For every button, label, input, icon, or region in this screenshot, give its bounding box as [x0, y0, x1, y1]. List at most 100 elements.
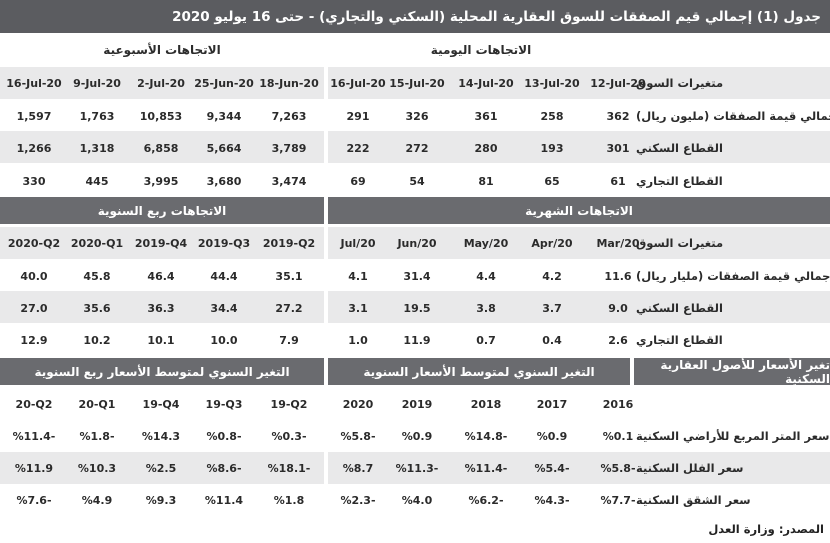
col-header: 16-Jul-20	[330, 76, 386, 90]
table-cell: 326	[405, 109, 429, 123]
table-cell: %11.4-	[464, 461, 508, 475]
annual-price-change-header: التغير السنوي لمتوسط الأسعار السنوية	[328, 358, 630, 385]
col-header: 19-Q2	[270, 397, 308, 411]
table-cell: 27.0	[20, 301, 48, 315]
table-cell: %2.5	[145, 461, 177, 475]
table-cell: 34.4	[210, 301, 238, 315]
table-cell: 280	[474, 141, 498, 155]
table-cell: %9.3	[145, 493, 177, 507]
table-cell: 193	[540, 141, 564, 155]
table-cell: 36.3	[147, 301, 175, 315]
row-label: سعر الشقق السكنية	[636, 493, 751, 507]
table-cell: 11.6	[604, 269, 632, 283]
table-cell: 69	[350, 174, 366, 188]
table-cell: 3.7	[542, 301, 562, 315]
table-cell: 3,995	[143, 174, 179, 188]
table-cell: 27.2	[275, 301, 303, 315]
table-cell: %7.7-	[600, 493, 636, 507]
monthly-trends-header: الاتجاهات الشهرية	[328, 197, 830, 224]
table-cell: 3,789	[271, 141, 307, 155]
table-cell: %0.9	[401, 429, 433, 443]
table-cell: %8.7	[342, 461, 374, 475]
col-header: 12-Jul-20	[590, 76, 646, 90]
table-cell: 46.4	[147, 269, 175, 283]
table-cell: 10.0	[210, 333, 238, 347]
weekly-trends-header: الاتجاهات الأسبوعية	[0, 36, 324, 64]
col-header: 19-Q4	[142, 397, 180, 411]
table-cell: 361	[474, 109, 498, 123]
table-cell: 0.7	[476, 333, 496, 347]
col-header: Jul/20	[340, 236, 376, 250]
col-header: 2020	[342, 397, 374, 411]
table-cell: 45.8	[83, 269, 111, 283]
col-header: Mar/20	[596, 236, 640, 250]
col-header: 20-Q2	[15, 397, 53, 411]
table-cell: 3,680	[206, 174, 242, 188]
table-cell: 0.4	[542, 333, 562, 347]
col-header: 2-Jul-20	[137, 76, 185, 90]
table-cell: 54	[409, 174, 425, 188]
table-cell: %11.3-	[395, 461, 439, 475]
table-cell: 6,858	[143, 141, 179, 155]
table-cell: 272	[405, 141, 429, 155]
row-label: سعر المتر المربع للأراضي السكنية	[636, 429, 830, 443]
col-header: 19-Q3	[205, 397, 243, 411]
table-cell: 7.9	[279, 333, 299, 347]
table-cell: 1,266	[16, 141, 52, 155]
col-header: 2019-Q2	[262, 236, 316, 250]
table-cell: %14.8-	[464, 429, 508, 443]
table-cell: 19.5	[403, 301, 431, 315]
table-cell: %0.3-	[271, 429, 307, 443]
table-title: جدول (1) إجمالي قيم الصفقات للسوق العقار…	[0, 0, 830, 33]
table-cell: %7.6-	[16, 493, 52, 507]
table-cell: 10.2	[83, 333, 111, 347]
table-cell: %4.0	[401, 493, 433, 507]
quarterly-price-change-header: التغير السنوي لمتوسط الأسعار ربع السنوية	[0, 358, 324, 385]
table-cell: 81	[478, 174, 494, 188]
table-cell: 65	[544, 174, 560, 188]
col-header: 14-Jul-20	[458, 76, 514, 90]
quarterly-trends-header: الاتجاهات ربع السنوية	[0, 197, 324, 224]
table-cell: %8.6-	[206, 461, 242, 475]
price-change-row-header: تغير الأسعار للأصول العقارية السكنية	[634, 358, 830, 386]
table-cell: 1.0	[348, 333, 368, 347]
table-cell: 10.1	[147, 333, 175, 347]
col-header: May/20	[463, 236, 509, 250]
col-header: 18-Jun-20	[259, 76, 319, 90]
table-cell: %11.4-	[12, 429, 56, 443]
table-cell: %4.9	[81, 493, 113, 507]
table-cell: 362	[606, 109, 630, 123]
table-cell: %0.1	[602, 429, 634, 443]
table-cell: %10.3	[77, 461, 117, 475]
col-header: 2016	[602, 397, 634, 411]
col-header: 2019-Q3	[197, 236, 251, 250]
col-header: 16-Jul-20	[6, 76, 62, 90]
s1-row-alt	[0, 131, 830, 163]
table-cell: %18.1-	[267, 461, 311, 475]
table-cell: %5.8-	[340, 429, 376, 443]
table-cell: 35.6	[83, 301, 111, 315]
row-header-label: متغيرات السوق	[636, 236, 724, 250]
table-cell: 222	[346, 141, 370, 155]
table-cell: %0.9	[536, 429, 568, 443]
table-cell: %11.9	[14, 461, 54, 475]
col-header: 9-Jul-20	[73, 76, 121, 90]
table-cell: 40.0	[20, 269, 48, 283]
s2-colheader-row	[0, 227, 830, 259]
table-cell: 35.1	[275, 269, 303, 283]
table-cell: 2.6	[608, 333, 628, 347]
table-cell: 301	[606, 141, 630, 155]
row-label: القطاع التجاري	[636, 174, 723, 188]
daily-trends-header: الاتجاهات اليومية	[328, 36, 634, 64]
table-cell: %11.4	[204, 493, 244, 507]
table-cell: 4.1	[348, 269, 368, 283]
col-header: Jun/20	[397, 236, 437, 250]
col-header: 2020-Q2	[7, 236, 61, 250]
table-cell: %2.3-	[340, 493, 376, 507]
col-header: 20-Q1	[78, 397, 116, 411]
col-header: 2018	[470, 397, 502, 411]
table-cell: 3,474	[271, 174, 307, 188]
table-cell: 445	[85, 174, 109, 188]
table-cell: 1,763	[79, 109, 115, 123]
